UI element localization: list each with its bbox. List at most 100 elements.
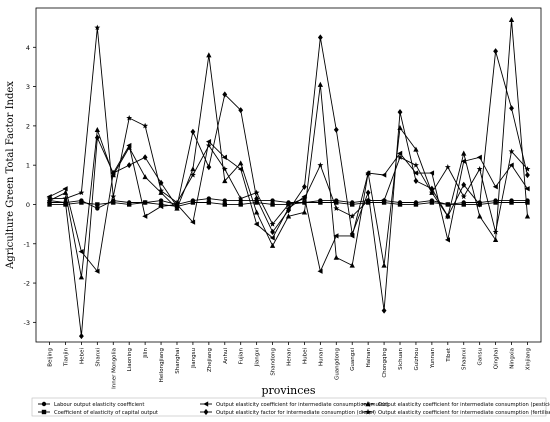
data-point <box>110 172 116 178</box>
data-point <box>142 122 149 129</box>
data-point <box>63 199 68 206</box>
data-point <box>492 184 498 190</box>
x-tick-label: Qinghai <box>494 348 500 370</box>
data-point <box>253 209 260 215</box>
data-point <box>269 242 276 248</box>
data-point <box>78 274 85 280</box>
x-tick-label: Fujian <box>239 347 245 364</box>
data-point <box>397 109 403 116</box>
data-point <box>222 198 227 203</box>
x-tick-label: Guizhou <box>414 348 420 371</box>
data-point <box>428 189 435 196</box>
legend-marker <box>203 401 209 407</box>
data-point <box>445 213 451 219</box>
data-point <box>381 262 387 268</box>
data-point <box>78 333 84 340</box>
data-point <box>397 202 403 207</box>
x-tick-label: Hainan <box>366 348 372 368</box>
data-point <box>238 202 243 207</box>
data-point <box>158 189 164 195</box>
data-point <box>111 200 116 205</box>
data-point <box>461 181 467 188</box>
y-tick-label: 1 <box>26 162 30 170</box>
x-tick-label: Jiangxi <box>255 348 261 368</box>
data-point <box>413 170 419 176</box>
x-tick-label: Guangxi <box>350 348 356 371</box>
data-point <box>333 126 339 133</box>
data-point <box>397 150 403 157</box>
data-point <box>158 203 164 210</box>
data-point <box>285 201 292 207</box>
y-axis-title: Agriculture Green Total Factor Index <box>5 81 16 270</box>
x-tick-label: Guangdong <box>334 348 340 380</box>
x-tick-label: Anhui <box>223 348 229 364</box>
data-point <box>190 200 196 205</box>
data-point <box>78 189 85 196</box>
data-point <box>333 254 339 260</box>
data-point <box>270 202 275 207</box>
data-point <box>301 195 308 202</box>
data-point <box>524 186 530 192</box>
x-tick-label: Shanxi <box>95 348 101 367</box>
x-tick-label: Jiangsu <box>191 348 197 369</box>
data-point <box>270 198 275 203</box>
data-point <box>206 164 212 171</box>
x-tick-label: Shaanxi <box>462 348 468 370</box>
data-point <box>222 202 227 207</box>
data-point <box>142 213 148 219</box>
legend-marker <box>365 401 371 407</box>
data-point <box>62 195 69 202</box>
data-point <box>461 202 466 207</box>
data-point <box>493 200 498 205</box>
data-point <box>46 197 53 203</box>
data-point <box>445 202 451 207</box>
data-point <box>461 150 467 156</box>
data-point <box>429 200 435 205</box>
x-tick-label: Hunan <box>318 347 324 365</box>
x-tick-label: Inner Mongolia <box>111 348 117 389</box>
data-point <box>270 228 275 236</box>
x-tick-label: Ningxia <box>510 348 516 369</box>
data-point <box>350 202 355 207</box>
data-point <box>190 166 196 172</box>
data-point <box>413 177 419 184</box>
data-point <box>110 193 117 200</box>
data-point <box>62 189 69 195</box>
data-point <box>349 213 356 219</box>
data-point <box>476 154 482 160</box>
legend-label: Output elasticity coefficient for interm… <box>216 402 388 408</box>
data-point <box>444 164 451 170</box>
data-point <box>222 91 228 98</box>
legend-marker <box>365 408 371 415</box>
data-point <box>302 200 307 205</box>
x-axis-title: provinces <box>261 384 315 397</box>
data-point <box>286 207 291 214</box>
data-point <box>190 219 196 225</box>
data-point <box>333 233 339 239</box>
legend-label: Coefficient of elasticity of capital out… <box>54 410 158 416</box>
y-tick-label: 4 <box>26 44 30 52</box>
x-tick-label: Heilongjiang <box>159 348 165 382</box>
data-point <box>190 128 196 135</box>
data-point <box>460 193 467 200</box>
data-point <box>206 196 212 201</box>
data-point <box>253 221 259 227</box>
data-point <box>301 209 308 215</box>
data-point <box>381 200 387 205</box>
legend-marker <box>203 408 209 416</box>
legend-label: Output elasticity factor for intermediat… <box>216 410 376 416</box>
data-point <box>525 200 530 205</box>
data-point <box>222 178 228 184</box>
data-point <box>349 230 355 238</box>
legend-marker <box>41 409 47 415</box>
data-point <box>365 200 371 205</box>
data-point <box>413 202 419 207</box>
data-point <box>477 213 483 219</box>
data-point <box>237 195 244 202</box>
x-tick-label: Tianjin <box>63 347 69 367</box>
data-point <box>508 16 515 22</box>
data-point <box>47 202 52 207</box>
y-tick-label: 3 <box>26 83 30 91</box>
plot-frame <box>35 7 542 343</box>
